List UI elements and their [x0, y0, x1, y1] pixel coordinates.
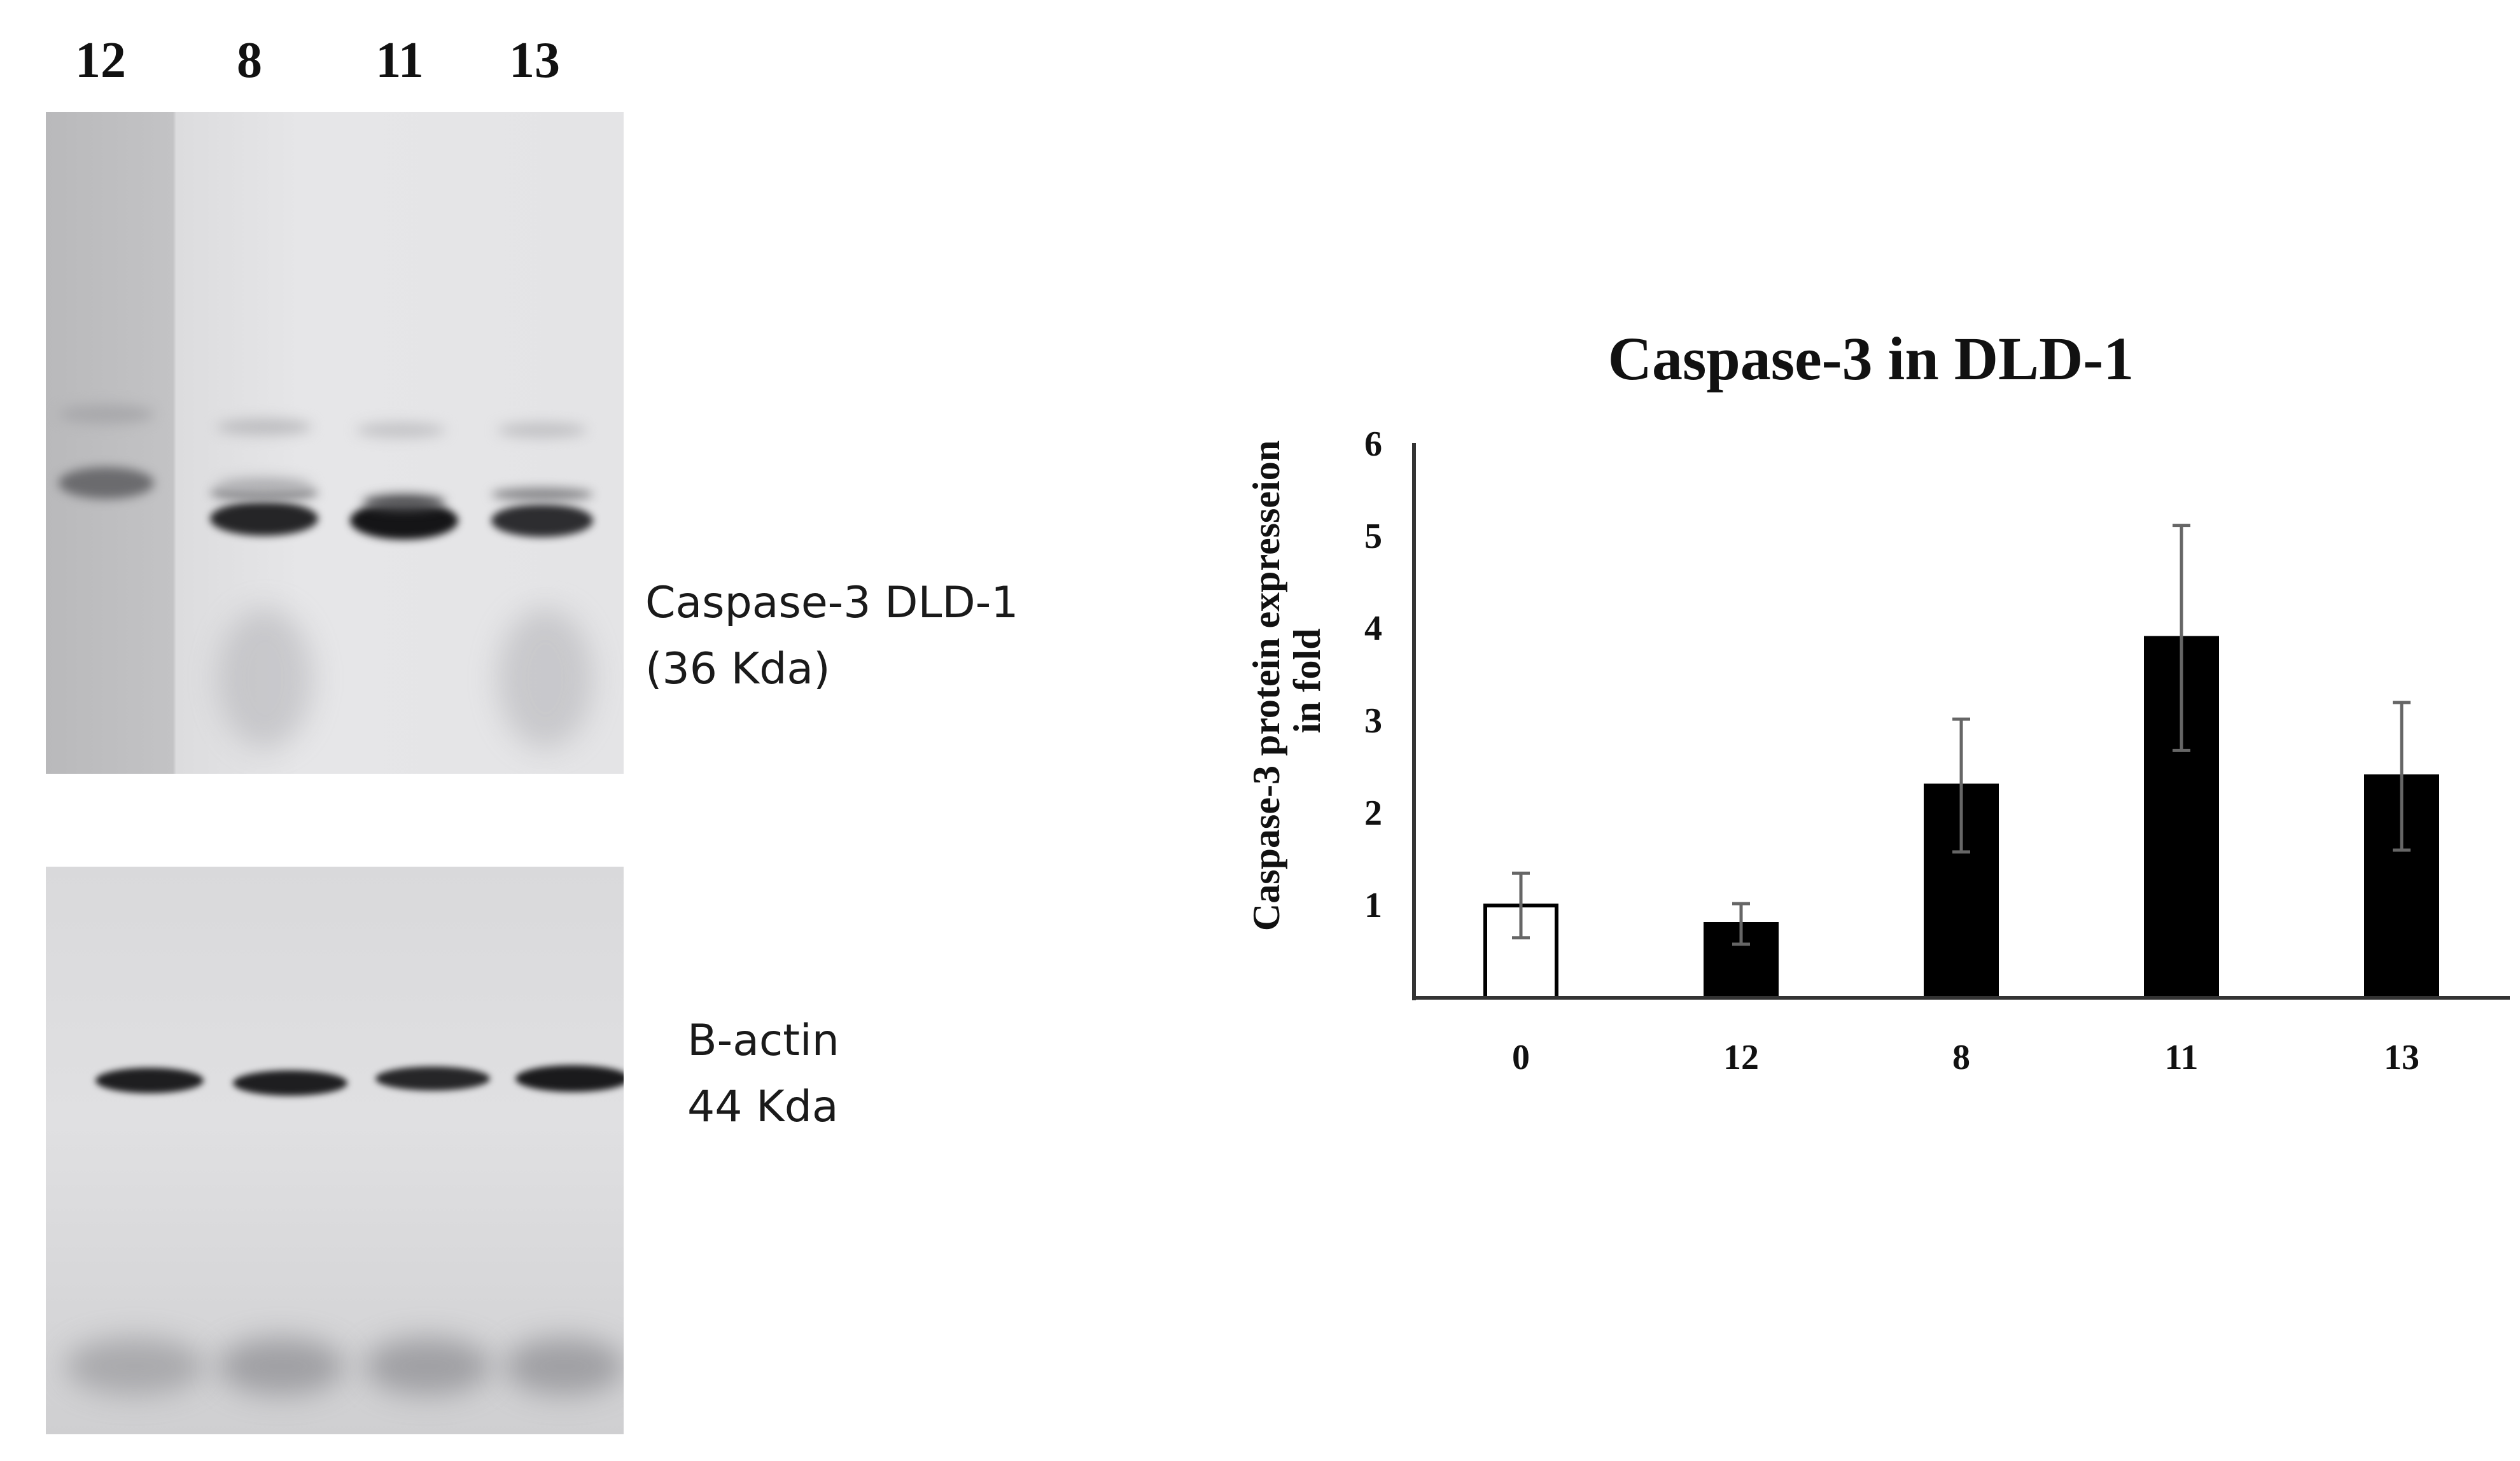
blot-band — [210, 501, 318, 536]
y-tick-label: 2 — [1364, 793, 1382, 833]
caspase3-blot-image — [46, 112, 624, 774]
y-axis-label-line2: in fold — [1286, 628, 1328, 733]
blot-band — [491, 504, 593, 537]
x-tick-label: 11 — [2165, 1038, 2199, 1077]
x-tick-labels: 0 12 8 11 13 — [1512, 1038, 2419, 1077]
lane-label-13: 13 — [509, 32, 560, 88]
y-tick-label: 3 — [1364, 701, 1382, 741]
b-actin-blot-caption: B-actin 44 Kda — [687, 1008, 839, 1140]
lane-label-11: 11 — [375, 32, 424, 88]
blot-band — [515, 1065, 624, 1092]
b-actin-caption-line1: B-actin — [687, 1016, 839, 1066]
blot-smear — [218, 608, 313, 748]
y-tick-labels: 1 2 3 4 5 6 — [1364, 424, 1382, 925]
blot-band — [356, 423, 445, 438]
blot-band — [375, 1066, 490, 1091]
error-bars — [1512, 524, 2411, 946]
chart-title: Caspase-3 in DLD-1 — [1608, 325, 2134, 393]
b-actin-blot-image — [46, 867, 624, 1434]
blot-smear — [218, 1338, 345, 1395]
caspase3-caption-line1: Caspase-3 DLD-1 — [645, 578, 1019, 628]
blot-band — [363, 494, 445, 510]
lane-label-8: 8 — [237, 32, 262, 88]
y-tick-label: 5 — [1364, 517, 1382, 556]
y-tick-label: 6 — [1364, 424, 1382, 464]
blot-smear — [65, 1338, 205, 1395]
y-axis-label: Caspase-3 protein expresseion in fold — [1245, 431, 1328, 931]
blot-band — [216, 477, 312, 494]
y-tick-label: 4 — [1364, 609, 1382, 648]
caspase3-caption-line2: (36 Kda) — [645, 644, 830, 694]
blot-smear — [498, 608, 593, 748]
x-tick-label: 0 — [1512, 1038, 1530, 1077]
x-tick-label: 8 — [1952, 1038, 1970, 1077]
blot-smear — [504, 1338, 624, 1395]
blot-band — [59, 467, 154, 499]
y-tick-label: 1 — [1364, 886, 1382, 925]
lane-label-12: 12 — [75, 32, 126, 88]
blot-smear — [364, 1338, 491, 1395]
x-tick-label: 12 — [1723, 1038, 1759, 1077]
x-tick-label: 13 — [2384, 1038, 2419, 1077]
caspase3-blot-caption: Caspase-3 DLD-1 (36 Kda) — [645, 570, 1019, 703]
blot-band — [491, 487, 593, 501]
b-actin-caption-line2: 44 Kda — [687, 1082, 839, 1132]
blot-band — [95, 1068, 204, 1093]
blot-band — [216, 419, 312, 435]
y-axis-label-line1: Caspase-3 protein expresseion — [1245, 440, 1287, 931]
blot-band — [498, 423, 587, 438]
blot-band — [233, 1070, 347, 1096]
blot-band — [59, 405, 154, 424]
